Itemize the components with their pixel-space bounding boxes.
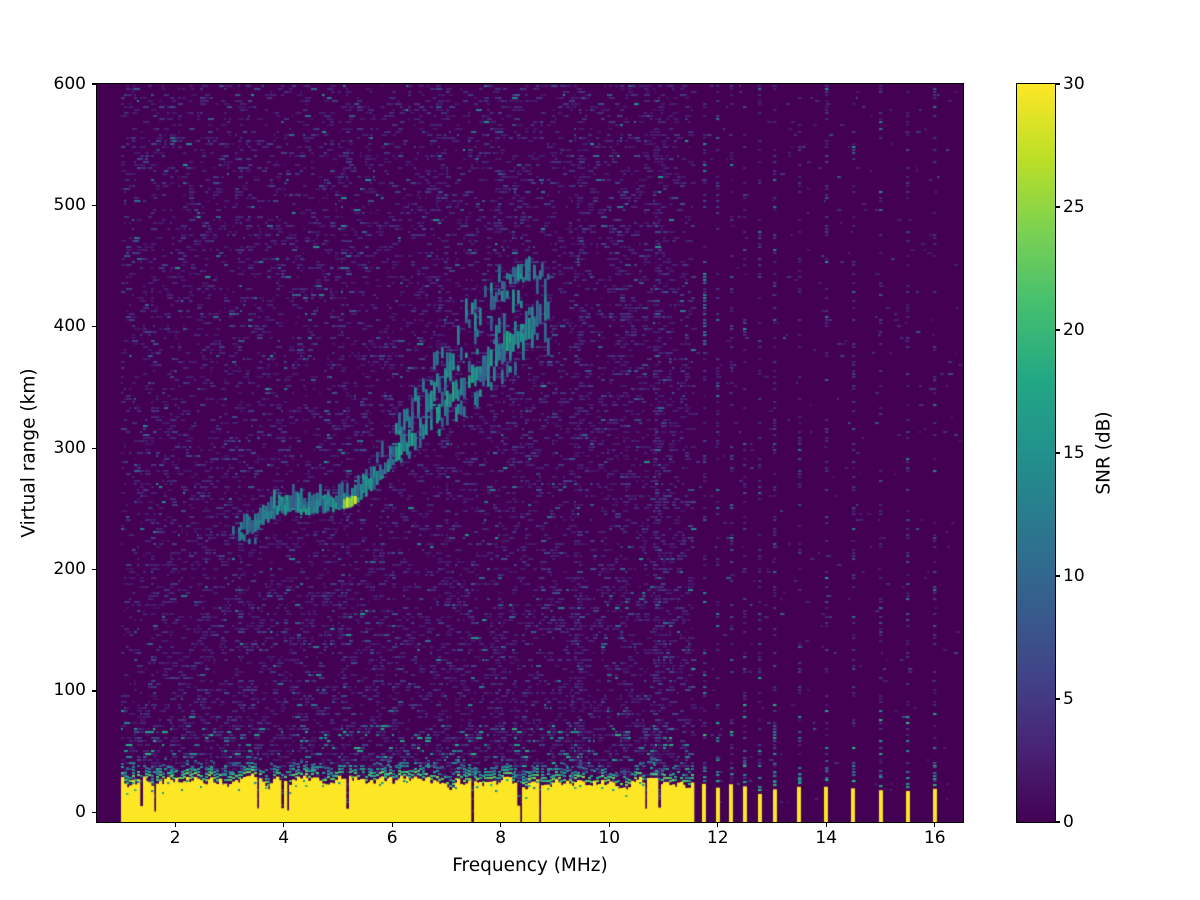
colorbar-tick-label: 15 [1063,442,1085,463]
x-tick-mark [825,822,827,827]
y-tick-mark [91,811,96,813]
x-axis-label: Frequency (MHz) [452,855,608,876]
colorbar-tick-mark [1055,698,1060,700]
y-tick-mark [91,326,96,328]
x-tick-label: 16 [923,828,946,848]
y-tick-mark [91,690,96,692]
colorbar-tick-label: 20 [1063,319,1085,340]
x-tick-mark [934,822,936,827]
colorbar-tick-label: 5 [1063,688,1074,709]
colorbar-tick-label: 30 [1063,73,1085,94]
colorbar-tick-mark [1055,821,1060,823]
x-tick-mark [608,822,610,827]
colorbar-tick-label: 10 [1063,565,1085,586]
colorbar-tick-mark [1055,575,1060,577]
colorbar [1016,83,1056,823]
y-tick-mark [91,204,96,207]
x-tick-mark [717,822,719,827]
colorbar-tick-mark [1055,452,1060,454]
y-tick-label: 300 [53,437,86,458]
x-tick-label: 12 [706,828,729,848]
colorbar-tick-mark [1055,329,1060,331]
colorbar-tick-label: 0 [1063,811,1074,832]
y-tick-label: 600 [53,73,86,94]
colorbar-tick-mark [1055,83,1060,85]
y-tick-mark [91,447,96,449]
y-tick-mark [91,83,96,85]
y-tick-label: 100 [53,680,86,701]
x-tick-mark [174,822,176,827]
plot-area [96,83,964,823]
y-tick-label: 0 [75,801,86,822]
x-tick-mark [391,822,393,827]
x-tick-label: 4 [278,828,290,848]
y-tick-label: 500 [53,194,86,215]
x-tick-label: 6 [386,828,398,848]
heatmap-canvas [97,84,963,822]
colorbar-gradient [1017,84,1055,822]
y-tick-mark [91,568,96,571]
x-tick-mark [283,822,285,827]
x-tick-mark [500,822,502,827]
y-tick-label: 200 [53,559,86,580]
y-tick-label: 400 [53,316,86,337]
colorbar-tick-mark [1055,206,1060,208]
x-tick-label: 10 [598,828,621,848]
colorbar-tick-label: 25 [1063,196,1085,217]
x-tick-label: 2 [169,828,181,848]
x-tick-label: 14 [815,828,838,848]
colorbar-label: SNR (dB) [1093,411,1115,495]
x-tick-label: 8 [495,828,507,848]
